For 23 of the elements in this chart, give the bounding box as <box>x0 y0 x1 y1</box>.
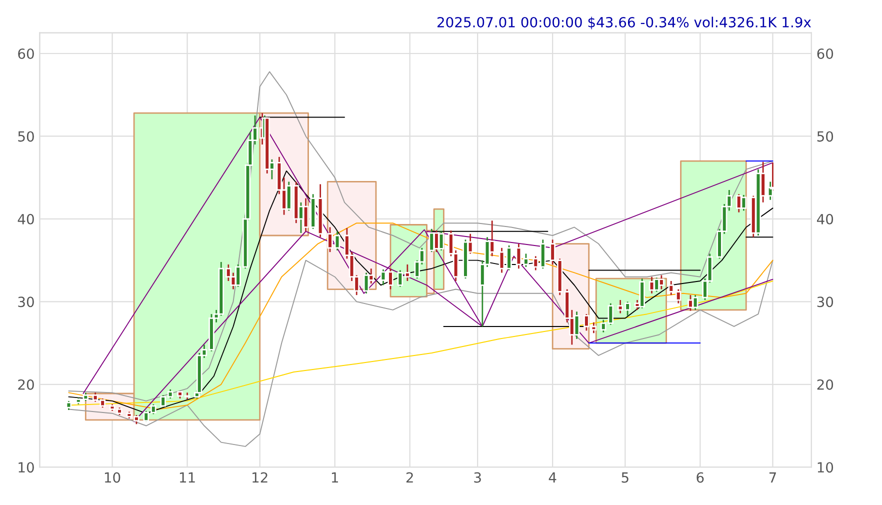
y-tick-label: 20 <box>18 379 34 390</box>
x-tick-label: 3 <box>474 472 481 483</box>
y2-tick-label: 40 <box>816 214 834 224</box>
y2-tick-label: 60 <box>817 48 834 59</box>
x-tick-label: 10 <box>104 472 120 483</box>
y-tick-label: 50 <box>18 131 34 142</box>
chart-title: 2025.07.01 00:00:00 $43.66 -0.34% vol:4326.1K 1.9x <box>437 16 811 30</box>
x-tick-label: 7 <box>769 472 776 483</box>
x-tick-label: 12 <box>252 472 268 483</box>
y-tick-label: 40 <box>18 214 34 224</box>
y2-tick-label: 50 <box>817 131 834 142</box>
y2-tick-label: 30 <box>817 296 834 308</box>
x-tick-label: 4 <box>548 472 556 483</box>
x-tick-label: 6 <box>696 472 704 483</box>
y-tick-label: 10 <box>18 462 34 473</box>
x-tick-label: 1 <box>332 472 338 483</box>
y2-tick-label: 20 <box>817 379 834 390</box>
x-tick-label: 11 <box>180 472 195 483</box>
y2-tick-label: 10 <box>818 462 834 473</box>
y-tick-label: 60 <box>18 48 34 59</box>
y-tick-label: 30 <box>18 296 34 308</box>
x-tick-label: 2 <box>406 472 413 483</box>
x-tick-label: 5 <box>622 472 628 483</box>
